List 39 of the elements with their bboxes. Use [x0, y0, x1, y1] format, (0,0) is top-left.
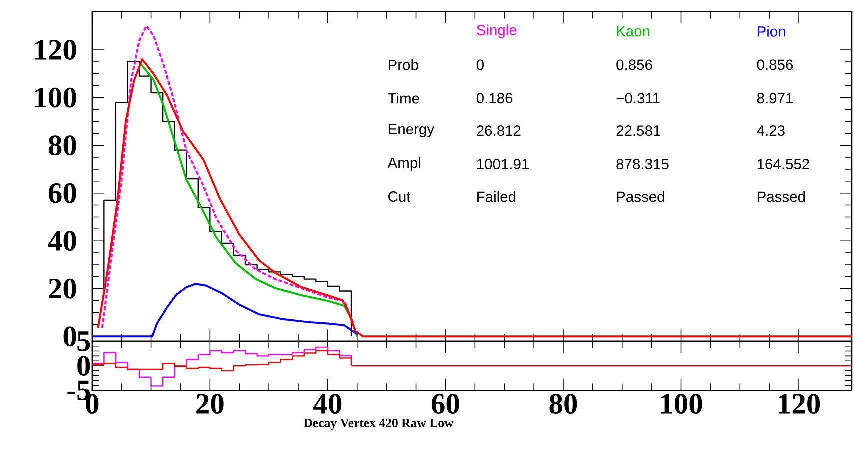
- y-tick-label: 100: [36, 88, 76, 108]
- y-tick-label: 5: [78, 332, 90, 352]
- x-tick-label: 20: [196, 394, 224, 414]
- annotation: 4.23: [757, 126, 785, 136]
- y-tick-label: 0: [64, 326, 76, 347]
- y-tick-label: 20: [49, 279, 76, 300]
- y-tick-label: 60: [48, 184, 76, 204]
- annotation: 0.186: [476, 93, 513, 104]
- annotation: Prob: [388, 60, 418, 71]
- annotation: Time: [388, 93, 420, 104]
- y-tick-label: 120: [36, 40, 76, 60]
- annotation: −0.311: [616, 93, 660, 104]
- x-tick-label: 60: [432, 394, 460, 414]
- annotation: 0.856: [616, 60, 652, 70]
- annotation: 878.315: [616, 159, 669, 170]
- annotation: 26.812: [477, 126, 521, 136]
- x-tick-label: 80: [550, 394, 578, 414]
- y-tick-label: 40: [48, 231, 76, 252]
- annotation: 22.581: [616, 126, 660, 136]
- text: Kaon: [617, 26, 650, 37]
- x-axis-title: Decay Vertex 420 Raw Low: [304, 418, 454, 430]
- x-tick-label: 40: [314, 394, 342, 414]
- annotation: Passed: [758, 192, 806, 202]
- text: Pion: [758, 26, 786, 38]
- annotation: 0: [476, 60, 484, 70]
- annotation: Failed: [478, 192, 516, 202]
- text: Single: [477, 24, 517, 39]
- annotation: Ampl: [388, 158, 420, 172]
- annotation: 0.856: [757, 60, 794, 70]
- annotation: Energy: [388, 124, 435, 138]
- annotation: 164.552: [758, 159, 810, 170]
- annotation: Cut: [388, 192, 411, 202]
- x-tick-label: 120: [779, 394, 820, 414]
- annotation: 8.971: [757, 93, 793, 104]
- y-tick-label: 80: [48, 136, 76, 156]
- y-tick-label: 0: [78, 356, 90, 376]
- x-tick-label: 100: [661, 394, 702, 414]
- annotation: 1001.91: [477, 159, 529, 170]
- annotation: Passed: [617, 192, 664, 202]
